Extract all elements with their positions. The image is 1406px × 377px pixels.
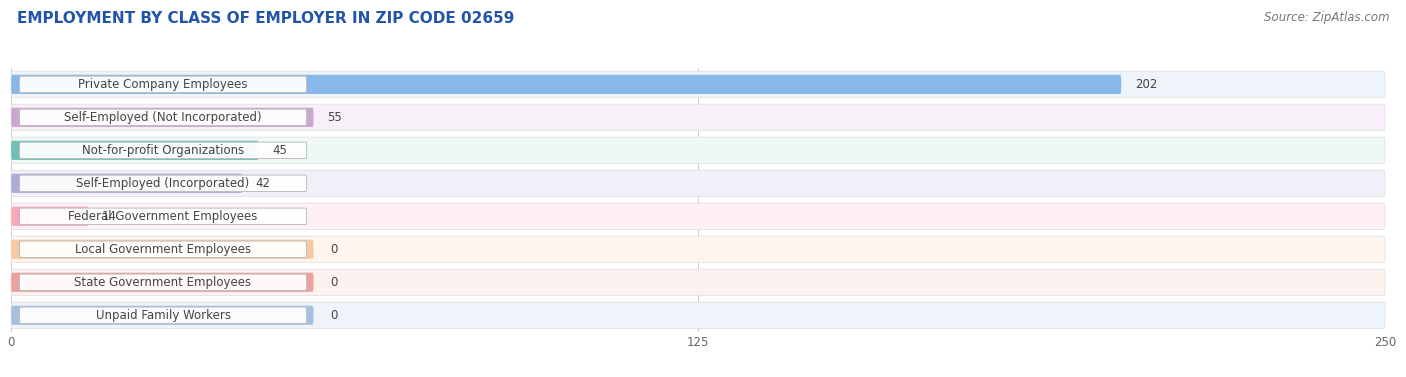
FancyBboxPatch shape — [20, 274, 307, 291]
FancyBboxPatch shape — [11, 306, 314, 325]
Text: Not-for-profit Organizations: Not-for-profit Organizations — [82, 144, 245, 157]
FancyBboxPatch shape — [11, 207, 89, 226]
Text: 14: 14 — [101, 210, 117, 223]
FancyBboxPatch shape — [11, 236, 1385, 262]
FancyBboxPatch shape — [11, 203, 1385, 230]
FancyBboxPatch shape — [11, 269, 1385, 296]
Text: State Government Employees: State Government Employees — [75, 276, 252, 289]
FancyBboxPatch shape — [11, 170, 1385, 196]
Text: Private Company Employees: Private Company Employees — [79, 78, 247, 91]
FancyBboxPatch shape — [11, 240, 314, 259]
FancyBboxPatch shape — [11, 71, 1385, 98]
FancyBboxPatch shape — [20, 241, 307, 257]
FancyBboxPatch shape — [11, 141, 259, 160]
Text: Self-Employed (Incorporated): Self-Employed (Incorporated) — [76, 177, 250, 190]
Text: EMPLOYMENT BY CLASS OF EMPLOYER IN ZIP CODE 02659: EMPLOYMENT BY CLASS OF EMPLOYER IN ZIP C… — [17, 11, 515, 26]
Text: Unpaid Family Workers: Unpaid Family Workers — [96, 309, 231, 322]
Text: Federal Government Employees: Federal Government Employees — [69, 210, 257, 223]
Text: 0: 0 — [330, 309, 337, 322]
Text: Source: ZipAtlas.com: Source: ZipAtlas.com — [1264, 11, 1389, 24]
FancyBboxPatch shape — [11, 137, 1385, 164]
FancyBboxPatch shape — [11, 108, 314, 127]
FancyBboxPatch shape — [11, 75, 1121, 94]
FancyBboxPatch shape — [11, 302, 1385, 328]
Text: 45: 45 — [273, 144, 287, 157]
FancyBboxPatch shape — [20, 208, 307, 225]
Text: Local Government Employees: Local Government Employees — [75, 243, 252, 256]
Text: Self-Employed (Not Incorporated): Self-Employed (Not Incorporated) — [65, 111, 262, 124]
FancyBboxPatch shape — [20, 307, 307, 323]
FancyBboxPatch shape — [11, 104, 1385, 130]
Text: 0: 0 — [330, 276, 337, 289]
Text: 202: 202 — [1135, 78, 1157, 91]
FancyBboxPatch shape — [20, 142, 307, 159]
Text: 0: 0 — [330, 243, 337, 256]
FancyBboxPatch shape — [11, 273, 314, 292]
Text: 42: 42 — [256, 177, 271, 190]
Text: 55: 55 — [328, 111, 342, 124]
FancyBboxPatch shape — [20, 76, 307, 93]
FancyBboxPatch shape — [11, 174, 242, 193]
FancyBboxPatch shape — [20, 175, 307, 192]
FancyBboxPatch shape — [20, 109, 307, 126]
